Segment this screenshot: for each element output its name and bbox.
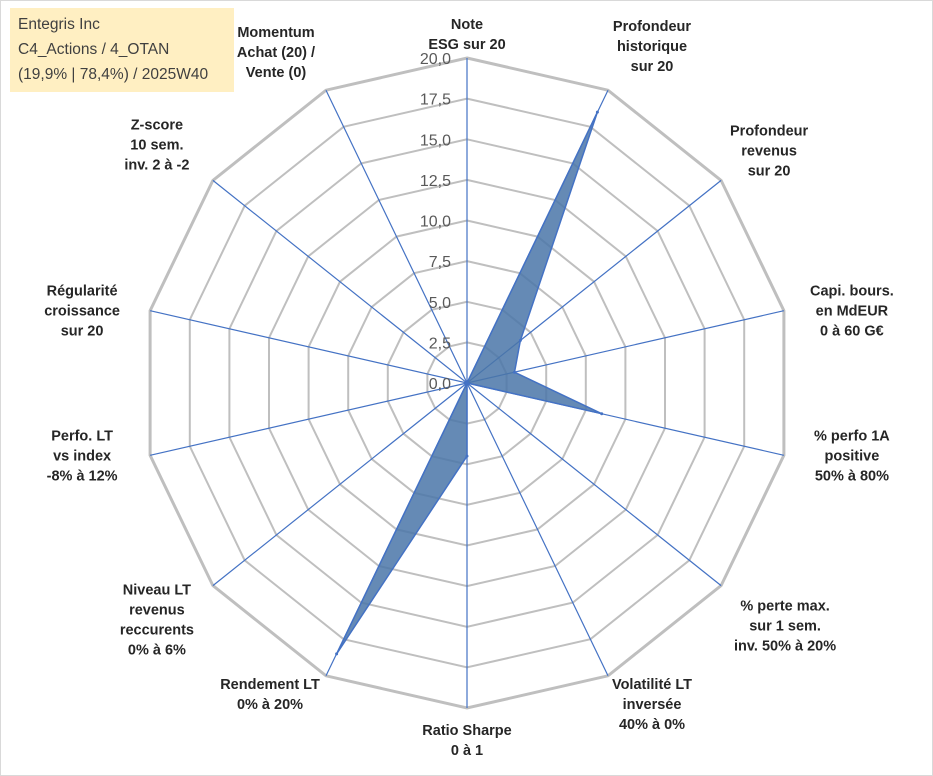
axis-label: Ratio Sharpe 0 à 1 bbox=[422, 723, 511, 759]
radar-spoke bbox=[466, 310, 785, 384]
radar-spoke bbox=[466, 382, 722, 587]
axis-label: % perfo 1A positive 50% à 80% bbox=[814, 428, 890, 484]
info-box: Entegris Inc C4_Actions / 4_OTAN (19,9% … bbox=[10, 8, 234, 92]
series-area bbox=[335, 111, 603, 655]
axis-label: Note ESG sur 20 bbox=[428, 17, 505, 53]
axis-label: Profondeur historique sur 20 bbox=[613, 19, 691, 75]
tick-label: 20,0 bbox=[420, 51, 451, 68]
radar-spoke bbox=[212, 179, 468, 384]
axis-label: Niveau LT revenus reccurents 0% à 6% bbox=[120, 583, 194, 659]
tick-label: 7,5 bbox=[429, 254, 451, 271]
axis-label: Momentum Achat (20) / Vente (0) bbox=[237, 25, 315, 81]
series-point bbox=[600, 412, 604, 416]
period-info: (19,9% | 78,4%) / 2025W40 bbox=[18, 66, 209, 83]
series-point bbox=[465, 454, 469, 458]
axis-label: Régularité croissance sur 20 bbox=[44, 284, 120, 340]
radar-spoke bbox=[466, 382, 609, 677]
tick-label: 15,0 bbox=[420, 132, 451, 149]
radar-spoke bbox=[149, 310, 468, 384]
axis-label: Capi. bours. en MdEUR 0 à 60 G€ bbox=[810, 284, 894, 340]
series-point bbox=[513, 370, 516, 374]
tick-label: 0,0 bbox=[429, 376, 451, 393]
axis-label: % perte max. sur 1 sem. inv. 50% à 20% bbox=[734, 599, 836, 655]
series-point bbox=[335, 652, 339, 656]
radar-spoke bbox=[149, 382, 468, 456]
radar-tick-labels: 0,0 2,5 5,0 7,5 10,0 12,5 15,0 17,5 20,0 bbox=[420, 51, 451, 393]
series-point bbox=[595, 110, 599, 114]
company-name: Entegris Inc bbox=[18, 16, 100, 33]
axis-label: Volatilité LT inversée 40% à 0% bbox=[612, 677, 692, 733]
tick-label: 5,0 bbox=[429, 295, 451, 312]
radar-spoke bbox=[212, 382, 468, 587]
axis-label: Profondeur revenus sur 20 bbox=[730, 123, 808, 179]
series-point bbox=[465, 381, 469, 385]
axis-label: Rendement LT 0% à 20% bbox=[220, 677, 320, 713]
axis-label: Z-score 10 sem. inv. 2 à -2 bbox=[124, 117, 189, 173]
radar-axis-labels: Note ESG sur 20 Profondeur historique sur 20… bbox=[44, 17, 894, 759]
axis-label: Perfo. LT vs index -8% à 12% bbox=[47, 428, 118, 484]
series-point bbox=[518, 338, 522, 342]
portfolio-code: C4_Actions / 4_OTAN bbox=[18, 41, 170, 58]
radar-spoke bbox=[325, 89, 468, 384]
radar-series bbox=[335, 110, 604, 656]
tick-label: 10,0 bbox=[420, 214, 451, 231]
tick-label: 12,5 bbox=[420, 173, 451, 190]
tick-label: 2,5 bbox=[429, 335, 451, 352]
tick-label: 17,5 bbox=[420, 92, 451, 109]
